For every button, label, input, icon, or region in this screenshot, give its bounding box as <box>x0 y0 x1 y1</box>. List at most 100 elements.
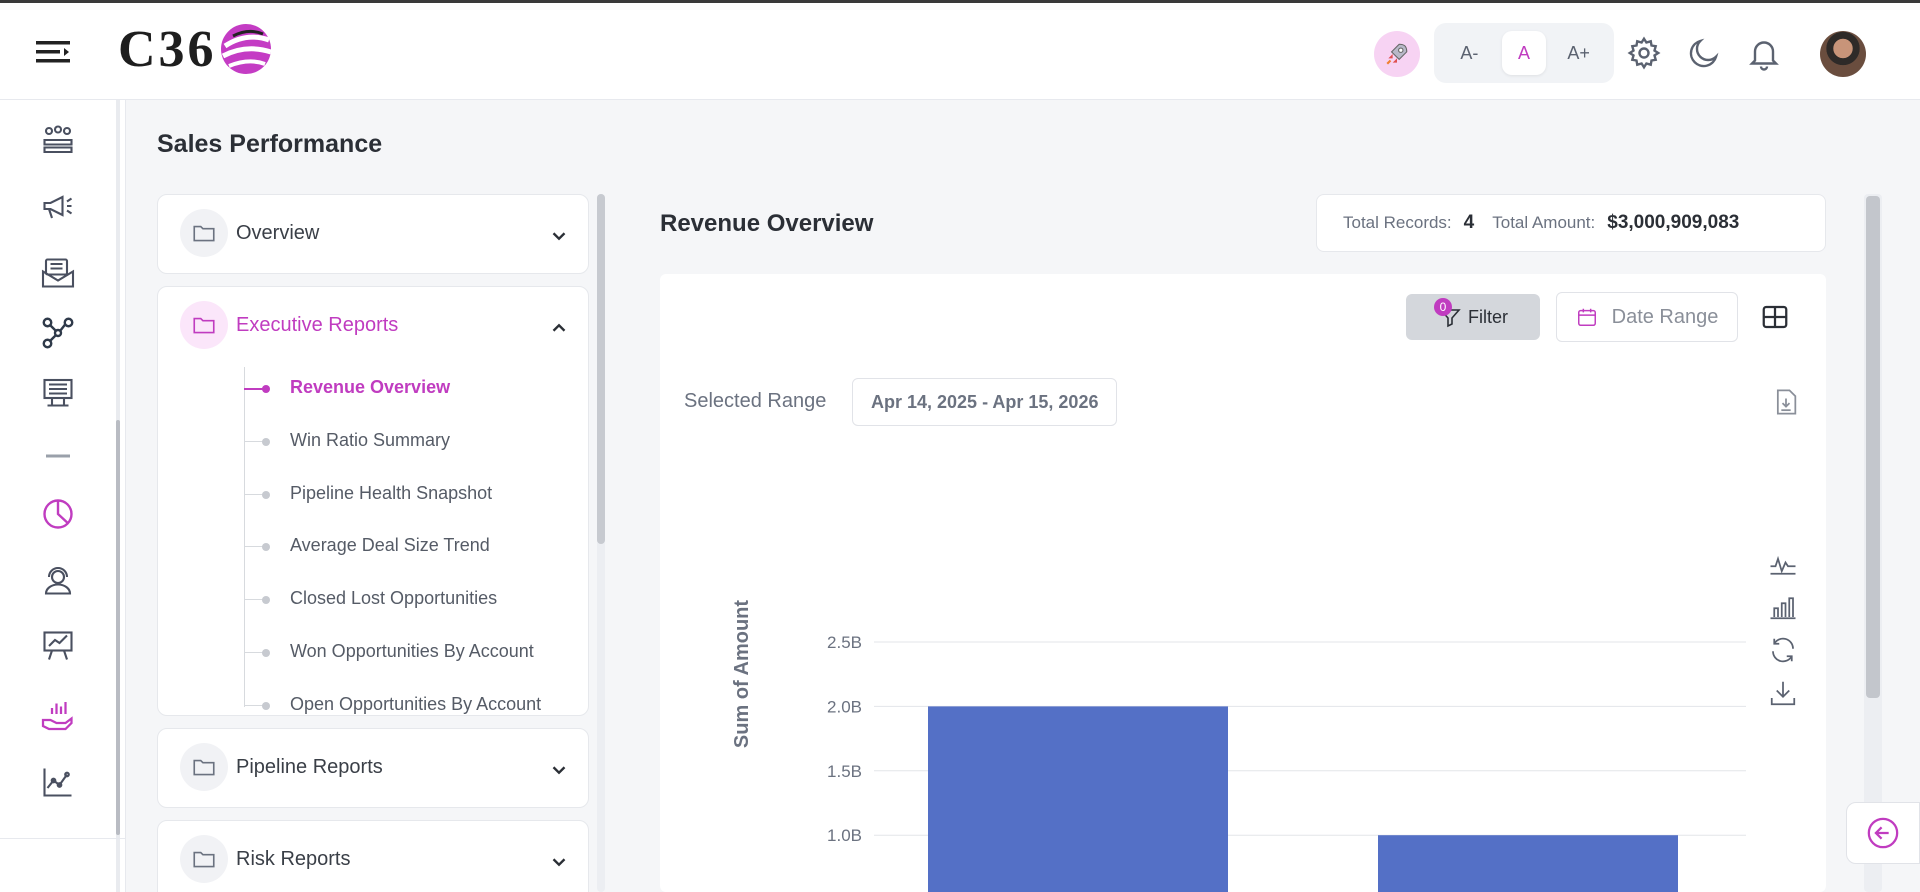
calendar-icon <box>1577 308 1596 326</box>
rocket-icon <box>1386 43 1408 65</box>
pie-chart-icon[interactable] <box>40 496 76 532</box>
quick-launch-button[interactable] <box>1374 31 1420 77</box>
dark-mode-moon-icon[interactable] <box>1686 35 1722 71</box>
report-item-label: Open Opportunities By Account <box>290 694 542 714</box>
logo-text: C36 <box>118 20 217 78</box>
notifications-bell-icon[interactable] <box>1746 35 1782 71</box>
line-chart-icon[interactable] <box>40 764 76 800</box>
y-tick-label: 2.5B <box>827 633 862 652</box>
folder-icon <box>180 301 228 349</box>
section-executive-reports: Executive Reports Revenue Overview Win R… <box>157 286 589 716</box>
collapse-panel-button[interactable] <box>1846 802 1920 864</box>
report-item-closed-lost-opportunities[interactable]: Closed Lost Opportunities <box>238 580 578 620</box>
section-risk-reports-header[interactable]: Risk Reports <box>180 835 350 883</box>
folder-icon <box>180 209 228 257</box>
logo-globe-icon <box>220 24 272 74</box>
date-range-label: Date Range <box>1611 305 1719 328</box>
section-title: Risk Reports <box>236 847 351 870</box>
sales-hand-chart-icon[interactable] <box>40 696 76 732</box>
filter-count-badge: 0 <box>1434 298 1452 316</box>
nav-scrollbar[interactable] <box>116 420 120 835</box>
report-item-won-opportunities-by-account[interactable]: Won Opportunities By Account <box>238 633 578 673</box>
report-item-label: Won Opportunities By Account <box>290 641 534 661</box>
download-icon[interactable] <box>1768 678 1798 708</box>
page-title: Sales Performance <box>157 130 383 158</box>
line-chart-toggle-icon[interactable] <box>1768 550 1798 580</box>
network-nodes-icon[interactable] <box>40 315 76 351</box>
bar[interactable] <box>928 706 1228 892</box>
user-avatar[interactable] <box>1820 31 1866 77</box>
export-document-icon[interactable] <box>1774 388 1798 416</box>
table-view-icon[interactable] <box>1760 302 1790 332</box>
font-normal-button[interactable]: A <box>1501 31 1546 75</box>
total-records-value: 4 <box>1463 212 1475 233</box>
bar-chart-toggle-icon[interactable] <box>1768 592 1798 622</box>
section-title: Pipeline Reports <box>236 755 383 778</box>
nav-divider <box>0 838 126 839</box>
report-item-label: Average Deal Size Trend <box>290 535 490 555</box>
filter-label: Filter <box>1468 306 1508 327</box>
tree-connector-line <box>244 367 245 707</box>
report-item-open-opportunities-by-account[interactable]: Open Opportunities By Account <box>238 686 578 726</box>
section-title: Executive Reports <box>236 313 399 336</box>
settings-gear-icon[interactable] <box>1626 35 1662 71</box>
folder-icon <box>180 743 228 791</box>
revenue-bar-chart: 500.0M 1.0B 1.5B 2.0B 2.5B Sum of Amount <box>731 600 1746 892</box>
report-totals: Total Records: 4 Total Amount: $3,000,90… <box>1316 194 1826 252</box>
support-agent-icon[interactable] <box>40 562 76 598</box>
report-item-label: Pipeline Health Snapshot <box>290 483 493 503</box>
total-records-label: Total Records: <box>1343 213 1452 232</box>
report-item-average-deal-size-trend[interactable]: Average Deal Size Trend <box>238 527 578 567</box>
report-item-label: Revenue Overview <box>290 377 451 397</box>
tree-scrollbar[interactable] <box>597 194 605 544</box>
total-amount-label: Total Amount: <box>1492 213 1596 232</box>
y-tick-label: 500.0M <box>805 891 862 892</box>
section-pipeline-reports-header[interactable]: Pipeline Reports <box>180 743 383 791</box>
chevron-down-icon[interactable] <box>548 851 570 873</box>
y-tick-label: 2.0B <box>827 697 862 716</box>
y-axis-label: Sum of Amount <box>731 600 753 748</box>
report-item-label: Closed Lost Opportunities <box>290 588 498 608</box>
collapse-dash-icon[interactable] <box>40 438 76 474</box>
selected-range-label: Selected Range <box>684 390 827 412</box>
arrow-left-circle-icon <box>1867 817 1899 849</box>
report-tree: Overview Executive Reports Revenue Overv… <box>157 194 589 892</box>
analytics-presentation-icon[interactable] <box>40 628 76 664</box>
report-main: Revenue Overview Total Records: 4 Total … <box>640 194 1840 892</box>
font-increase-button[interactable]: A+ <box>1567 42 1590 63</box>
menu-toggle-icon[interactable] <box>36 37 70 67</box>
font-decrease-button[interactable]: A- <box>1460 42 1479 63</box>
y-tick-label: 1.0B <box>827 826 862 845</box>
chart-panel: 0 Filter Date Range Selected Range Apr 1… <box>660 274 1826 892</box>
section-executive-reports-header[interactable]: Executive Reports <box>180 301 398 349</box>
date-range-button[interactable]: Date Range <box>1556 292 1738 342</box>
mail-inbox-icon[interactable] <box>40 255 76 291</box>
refresh-icon[interactable] <box>1768 635 1798 665</box>
filter-icon <box>1439 309 1461 328</box>
chevron-down-icon[interactable] <box>548 759 570 781</box>
selected-range-value: Apr 14, 2025 - Apr 15, 2026 <box>852 378 1118 426</box>
section-pipeline-reports: Pipeline Reports <box>157 728 589 808</box>
app-logo[interactable]: C36 <box>118 20 273 78</box>
team-icon[interactable] <box>40 122 76 158</box>
megaphone-icon[interactable] <box>40 188 76 224</box>
report-title: Revenue Overview <box>660 210 874 237</box>
report-item-win-ratio-summary[interactable]: Win Ratio Summary <box>238 422 578 462</box>
filter-button[interactable]: 0 Filter <box>1406 294 1540 340</box>
report-item-pipeline-health-snapshot[interactable]: Pipeline Health Snapshot <box>238 475 578 515</box>
bar[interactable] <box>1378 835 1678 892</box>
section-overview-header[interactable]: Overview <box>180 209 319 257</box>
main-scrollbar[interactable] <box>1866 196 1880 698</box>
section-title: Overview <box>236 221 320 244</box>
top-bar: C36 A- A A+ <box>0 0 1920 100</box>
report-item-revenue-overview[interactable]: Revenue Overview <box>238 369 578 409</box>
presentation-board-icon[interactable] <box>40 374 76 410</box>
section-risk-reports: Risk Reports <box>157 820 589 892</box>
report-item-label: Win Ratio Summary <box>290 430 451 450</box>
font-size-controls: A- A A+ <box>1434 23 1614 83</box>
section-overview: Overview <box>157 194 589 274</box>
total-amount-value: $3,000,909,083 <box>1607 212 1740 233</box>
chevron-down-icon[interactable] <box>548 225 570 247</box>
y-tick-label: 1.5B <box>827 762 862 781</box>
chevron-up-icon[interactable] <box>548 317 570 339</box>
